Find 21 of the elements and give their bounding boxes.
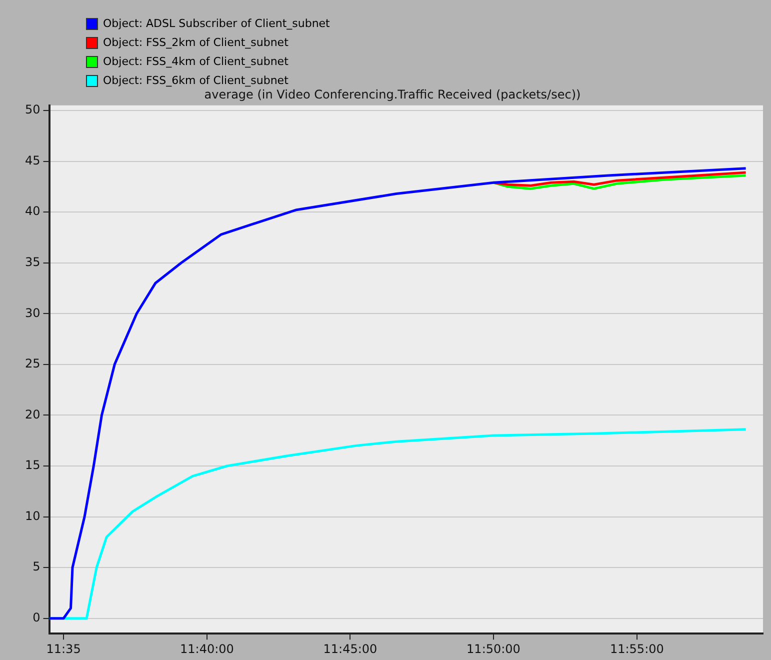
y-tick-label: 40 [24,204,40,218]
y-tick-label: 50 [24,102,40,117]
y-tick-label: 5 [32,560,40,574]
y-tick-label: 20 [24,407,40,422]
y-tick-label: 0 [32,610,40,624]
legend-label: Object: FSS_6km of Client_subnet [103,74,288,87]
legend-label: Object: ADSL Subscriber of Client_subnet [103,16,330,32]
chart-title: average (in Video Conferencing.Traffic Received (packets/sec)) [204,87,581,102]
y-tick-label: 30 [24,306,40,320]
y-tick-label: 25 [24,356,40,371]
x-tick-label: 11:55:00 [610,642,664,656]
x-tick-label: 11:45:00 [323,642,378,656]
y-tick-label: 15 [24,458,40,472]
y-tick-label: 35 [24,254,40,269]
y-tick-label: 10 [24,508,40,523]
x-tick-label: 11:35 [46,642,81,656]
y-tick-label: 45 [24,153,40,168]
x-tick-label: 11:40:00 [180,642,234,656]
legend-label: Object: FSS_4km of Client_subnet [103,54,288,70]
x-tick-label: 11:50:00 [466,642,520,656]
legend-label: Object: FSS_2km of Client_subnet [103,35,288,51]
